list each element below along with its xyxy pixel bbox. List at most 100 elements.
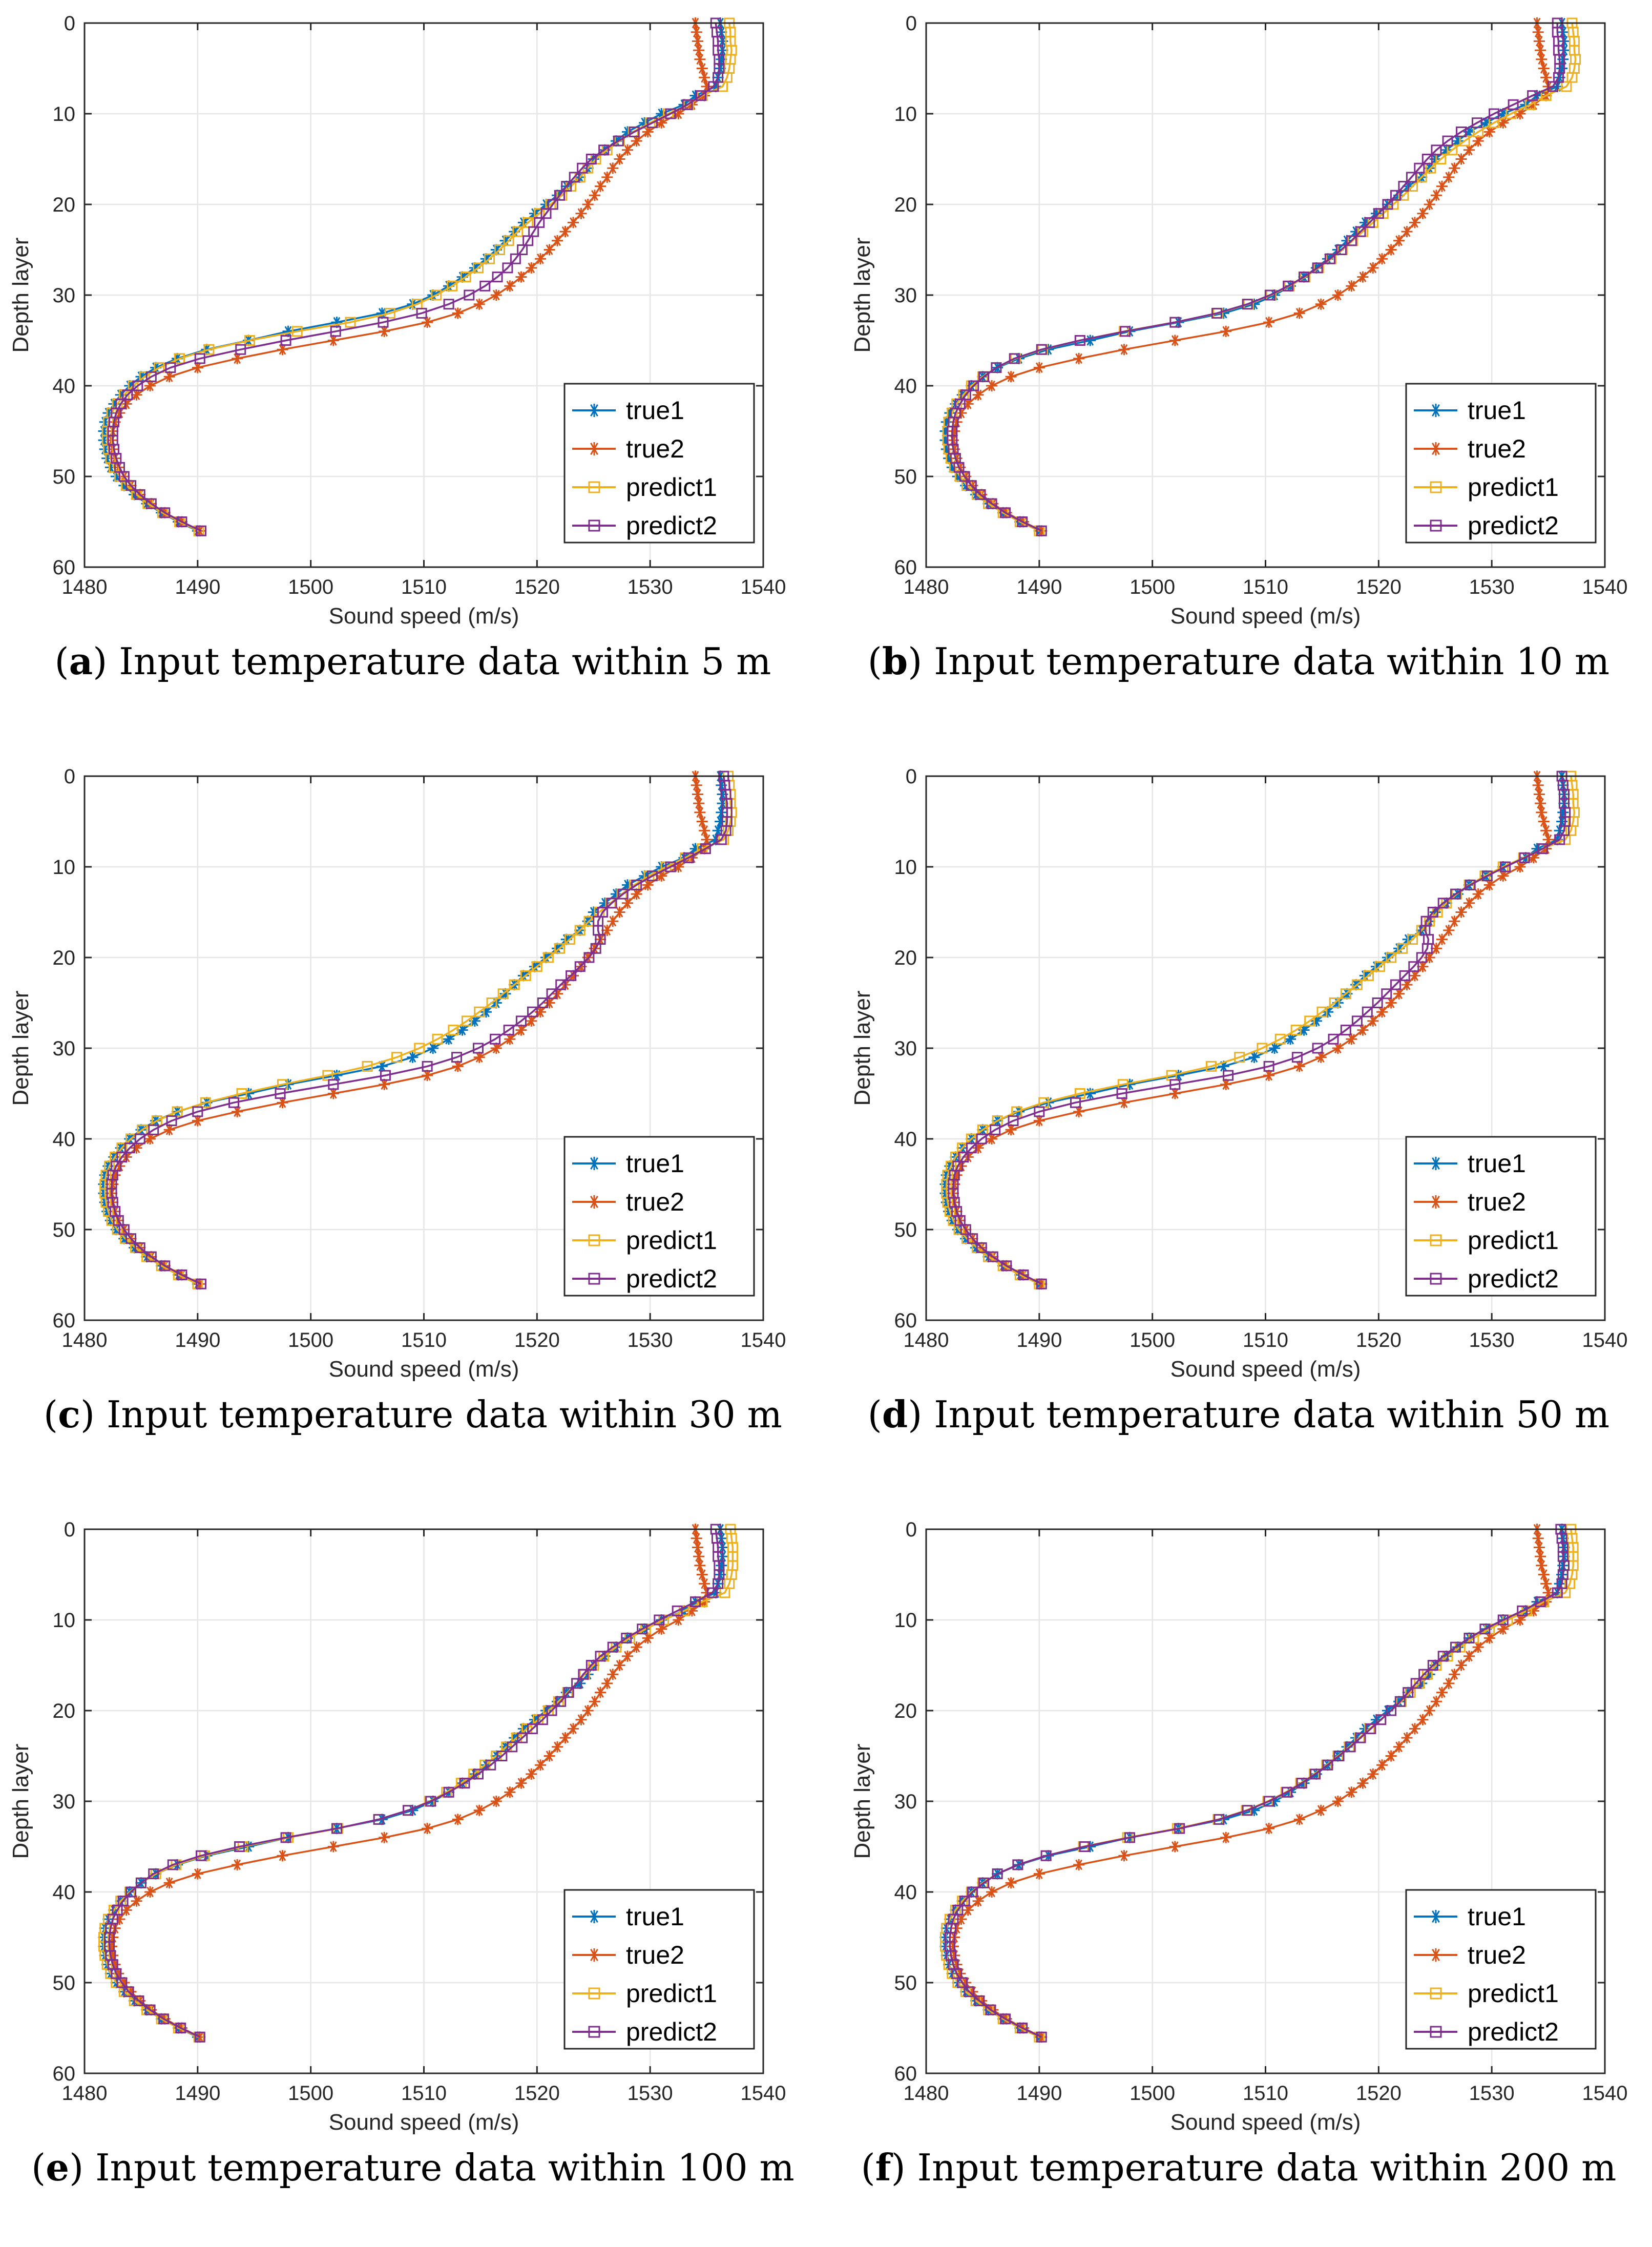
data-point-predict2 (555, 979, 567, 990)
data-point-predict1 (678, 1605, 689, 1616)
caption-text: Input temperature data within 30 m (106, 1393, 782, 1436)
y-tick-label: 60 (894, 556, 917, 579)
data-point-predict2 (331, 1823, 342, 1834)
data-point-predict2 (967, 1886, 978, 1898)
data-point-predict2 (975, 489, 986, 500)
data-point-true1 (108, 1151, 120, 1163)
legend-square-marker-icon (588, 1273, 600, 1285)
data-point-true1 (1382, 1705, 1393, 1716)
data-point-true1 (1382, 952, 1393, 963)
legend-label: true1 (626, 396, 684, 425)
data-point-predict2 (1390, 190, 1401, 201)
data-point-true2 (1536, 806, 1548, 818)
data-point-true2 (1118, 344, 1130, 356)
data-point-predict2 (1535, 1596, 1546, 1608)
data-point-predict2 (1365, 1723, 1376, 1734)
data-point-true1 (574, 1677, 586, 1689)
data-point-predict2 (510, 253, 521, 264)
data-point-predict2 (1070, 1097, 1081, 1108)
data-point-true2 (1417, 1714, 1429, 1725)
data-point-true1 (656, 1614, 667, 1626)
data-point-predict2 (1214, 1814, 1225, 1825)
data-point-predict2 (1223, 1070, 1234, 1081)
y-tick-label: 50 (894, 1972, 917, 1994)
legend-label: true2 (1468, 1188, 1526, 1216)
data-point-true2 (1401, 226, 1413, 238)
x-tick-label: 1520 (514, 2082, 560, 2105)
data-point-predict2 (1036, 1278, 1047, 1289)
data-point-true2 (962, 398, 974, 410)
data-point-true2 (1118, 1097, 1130, 1109)
data-point-predict2 (985, 2004, 996, 2015)
data-point-predict2 (951, 1968, 963, 1979)
data-point-true2 (1538, 816, 1550, 827)
data-point-true2 (631, 1641, 642, 1653)
data-point-predict2 (1328, 1033, 1339, 1045)
data-point-predict2 (1489, 108, 1500, 119)
data-point-true1 (622, 879, 633, 891)
data-point-predict2 (502, 262, 513, 274)
data-point-true2 (1376, 1006, 1388, 1018)
series-predict2 (107, 17, 725, 536)
data-point-true2 (1449, 1669, 1460, 1680)
x-tick-label: 1490 (1016, 576, 1062, 598)
data-point-predict2 (1034, 1106, 1045, 1117)
data-point-predict2 (566, 970, 577, 981)
data-point-true2 (1409, 217, 1420, 228)
data-point-predict2 (1001, 1260, 1012, 1272)
legend-item-true1: true1 (572, 1902, 684, 1931)
data-point-predict2 (148, 1868, 159, 1880)
data-point-predict1 (719, 1587, 730, 1598)
x-tick-label: 1520 (514, 576, 560, 598)
data-point-predict2 (515, 1015, 527, 1027)
data-point-predict1 (509, 979, 520, 990)
data-point-predict2 (111, 1968, 122, 1979)
data-point-true1 (1557, 806, 1569, 818)
data-point-true1 (952, 471, 964, 482)
data-point-predict1 (486, 997, 497, 1008)
data-point-true2 (622, 897, 633, 909)
data-point-predict2 (958, 1151, 969, 1162)
data-point-true2 (1424, 199, 1435, 210)
data-point-predict2 (134, 489, 145, 500)
data-point-predict2 (1018, 1270, 1029, 1280)
data-point-predict2 (665, 861, 676, 872)
y-tick-label: 10 (53, 1609, 76, 1632)
data-point-true2 (192, 362, 203, 373)
data-point-predict2 (1390, 979, 1401, 990)
data-point-predict1 (291, 326, 303, 337)
data-point-predict2 (1000, 2013, 1011, 2025)
data-point-predict2 (991, 362, 1002, 373)
data-point-true1 (243, 1841, 255, 1853)
data-point-true2 (1443, 1677, 1455, 1689)
data-point-true1 (1359, 970, 1371, 982)
x-tick-label: 1520 (1356, 576, 1402, 598)
y-tick-label: 60 (53, 2063, 76, 2085)
data-point-predict2 (1406, 172, 1417, 183)
data-point-true2 (949, 443, 960, 455)
data-point-true2 (1455, 1659, 1467, 1671)
data-point-predict2 (1465, 879, 1476, 890)
data-point-predict2 (422, 1060, 433, 1072)
data-point-true2 (504, 1786, 516, 1798)
data-point-true1 (517, 1723, 529, 1735)
data-point-predict2 (1481, 870, 1493, 882)
y-tick-label: 40 (894, 375, 917, 398)
data-point-predict2 (1324, 253, 1335, 264)
data-point-true1 (456, 1024, 468, 1036)
data-point-true1 (939, 434, 951, 446)
data-point-true2 (1436, 1687, 1448, 1698)
x-tick-label: 1480 (904, 1329, 949, 1351)
data-point-true2 (1483, 126, 1495, 138)
legend-item-predict2: predict2 (1414, 1264, 1559, 1293)
x-axis-label: Sound speed (m/s) (329, 2110, 519, 2135)
data-point-true2 (452, 1060, 464, 1072)
data-point-predict2 (546, 988, 557, 1000)
data-point-true1 (715, 63, 726, 74)
data-point-true2 (1535, 1551, 1546, 1563)
data-point-predict2 (617, 888, 629, 900)
panel-caption-e: (e) Input temperature data within 100 m (0, 2149, 826, 2187)
data-point-predict2 (992, 1868, 1003, 1880)
legend-square-marker-icon (588, 519, 600, 532)
data-point-predict1 (1566, 72, 1578, 83)
